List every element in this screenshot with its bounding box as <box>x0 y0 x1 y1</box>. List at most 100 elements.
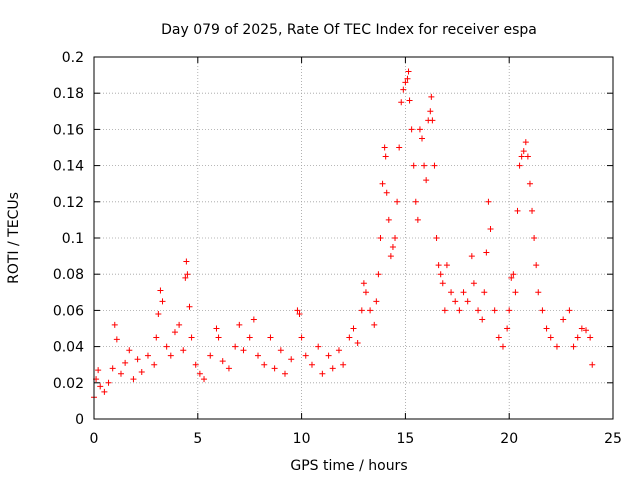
data-points <box>91 68 596 401</box>
data-point <box>346 334 353 341</box>
data-point <box>574 334 581 341</box>
data-point <box>377 235 384 241</box>
data-point <box>483 249 490 256</box>
data-point <box>192 361 199 368</box>
data-point <box>423 177 430 184</box>
y-tick-label: 0.06 <box>53 303 84 319</box>
data-point <box>443 262 450 269</box>
x-tick-label: 15 <box>396 431 414 447</box>
data-point <box>101 388 108 395</box>
data-point <box>405 68 412 75</box>
data-point <box>499 343 506 350</box>
data-point <box>433 235 440 241</box>
data-point <box>122 359 129 366</box>
data-point <box>428 93 435 100</box>
data-point <box>435 262 442 269</box>
y-tick-label: 0.12 <box>53 195 84 211</box>
data-point <box>271 365 278 372</box>
data-point <box>360 280 367 287</box>
data-point <box>508 274 515 281</box>
data-point <box>207 352 214 359</box>
data-point <box>371 321 378 328</box>
data-point <box>460 289 467 296</box>
data-point <box>383 189 390 196</box>
axis-ticks: 0 5 10 15 20 25 0 0.02 0.04 0.06 0.08 0.1 0.12 0.14 0.… <box>53 50 622 447</box>
data-point <box>126 347 133 354</box>
data-point <box>201 376 208 383</box>
data-point <box>105 379 112 386</box>
data-point <box>95 367 102 374</box>
data-point <box>535 289 542 296</box>
data-point <box>520 148 527 155</box>
data-point <box>427 108 434 115</box>
data-point <box>504 325 511 332</box>
data-point <box>109 365 116 372</box>
data-point <box>414 216 421 223</box>
x-tick-label: 25 <box>604 431 622 447</box>
y-axis-label: ROTI / TECUs <box>6 192 22 284</box>
data-point <box>153 334 160 341</box>
data-point <box>213 325 220 332</box>
data-point <box>144 352 151 359</box>
data-point <box>560 316 567 323</box>
data-point <box>487 225 494 232</box>
data-point <box>236 321 243 328</box>
data-point <box>367 307 374 314</box>
data-point <box>441 307 448 314</box>
data-point <box>255 352 262 359</box>
data-point <box>184 271 191 278</box>
data-point <box>570 343 577 350</box>
y-tick-label: 0.04 <box>53 340 84 356</box>
data-point <box>176 321 183 328</box>
x-tick-label: 10 <box>293 431 311 447</box>
data-point <box>250 316 257 323</box>
data-point <box>402 79 409 86</box>
data-point <box>529 207 536 214</box>
data-point <box>578 325 585 332</box>
data-point <box>308 361 315 368</box>
data-point <box>329 365 336 372</box>
data-point <box>382 153 389 160</box>
data-point <box>335 347 342 354</box>
data-point <box>526 180 533 187</box>
data-point <box>113 336 120 343</box>
data-point <box>398 99 405 106</box>
data-point <box>225 365 232 372</box>
data-point <box>589 361 596 368</box>
data-point <box>302 352 309 359</box>
y-tick-label: 0 <box>75 412 84 428</box>
data-point <box>439 280 446 287</box>
data-point <box>387 253 394 260</box>
data-point <box>479 316 486 323</box>
data-point <box>410 162 417 169</box>
data-point <box>408 126 415 133</box>
data-point <box>134 356 141 363</box>
data-point <box>167 352 174 359</box>
data-point <box>404 75 411 82</box>
data-point <box>215 334 222 341</box>
data-point <box>296 311 303 318</box>
data-point <box>437 271 444 278</box>
data-point <box>111 321 118 328</box>
data-point <box>516 162 523 169</box>
data-point <box>522 139 529 146</box>
data-point <box>385 216 392 223</box>
data-point <box>566 307 573 314</box>
data-point <box>468 253 475 260</box>
data-point <box>379 180 386 187</box>
data-point <box>475 307 482 314</box>
data-point <box>354 339 361 346</box>
data-point <box>518 153 525 160</box>
data-point <box>416 126 423 133</box>
data-point <box>587 334 594 341</box>
data-point <box>186 303 193 310</box>
data-point <box>246 334 253 341</box>
data-point <box>389 244 396 251</box>
data-point <box>412 198 419 205</box>
data-point <box>464 298 471 305</box>
data-point <box>182 274 189 281</box>
data-point <box>539 307 546 314</box>
data-point <box>495 334 502 341</box>
data-point <box>485 198 492 205</box>
data-point <box>183 258 190 265</box>
